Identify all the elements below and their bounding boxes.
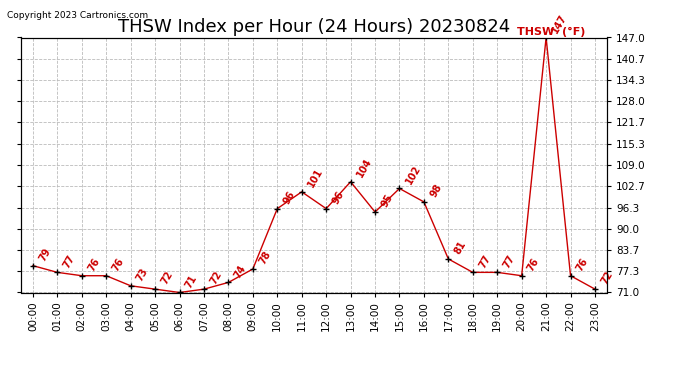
Text: 81: 81: [453, 239, 468, 256]
Text: 77: 77: [477, 253, 493, 270]
Text: 102: 102: [404, 163, 422, 186]
Text: 76: 76: [526, 256, 541, 273]
Text: 96: 96: [331, 189, 346, 206]
Text: 95: 95: [380, 192, 395, 209]
Text: 104: 104: [355, 156, 373, 179]
Text: 96: 96: [282, 189, 297, 206]
Text: 78: 78: [257, 249, 273, 266]
Text: 77: 77: [61, 253, 77, 270]
Text: 98: 98: [428, 182, 444, 199]
Text: Copyright 2023 Cartronics.com: Copyright 2023 Cartronics.com: [7, 11, 148, 20]
Text: 71: 71: [184, 273, 199, 290]
Text: 76: 76: [86, 256, 101, 273]
Text: 147: 147: [550, 12, 569, 35]
Text: 74: 74: [233, 263, 248, 280]
Text: 72: 72: [599, 270, 615, 286]
Text: 76: 76: [575, 256, 590, 273]
Text: 76: 76: [110, 256, 126, 273]
Text: 72: 72: [159, 270, 175, 286]
Text: 73: 73: [135, 266, 150, 283]
Text: THSW  (°F): THSW (°F): [517, 26, 585, 36]
Text: 72: 72: [208, 270, 224, 286]
Text: 77: 77: [502, 253, 517, 270]
Title: THSW Index per Hour (24 Hours) 20230824: THSW Index per Hour (24 Hours) 20230824: [118, 18, 510, 36]
Text: 101: 101: [306, 166, 325, 189]
Text: 79: 79: [37, 246, 52, 263]
